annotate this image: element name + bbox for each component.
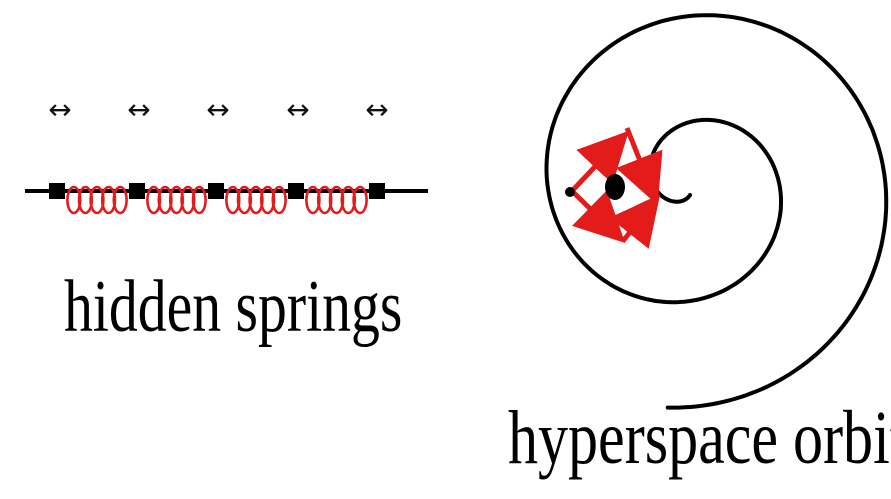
mass-block [49, 183, 65, 199]
orbit-point [565, 187, 575, 197]
springs-group [66, 185, 368, 215]
spring-coil [112, 185, 128, 215]
hidden-springs-caption: hidden springs [64, 266, 403, 348]
spiral-orbit [544, 13, 889, 410]
vector-arrow [616, 127, 663, 206]
double-arrow-icon: ↔ [286, 93, 310, 126]
hyperspace-orbit-caption: hyperspace orbit [508, 396, 891, 480]
spring-coil [191, 185, 207, 215]
vector-diamond [570, 127, 663, 249]
mass-block [208, 183, 224, 199]
double-arrow-icon: ↔ [48, 93, 72, 126]
masses-group [49, 183, 385, 199]
vector-arrow [609, 194, 661, 249]
double-arrow-icon: ↔ [127, 93, 151, 126]
mass-block [129, 183, 145, 199]
orbiting-mass [605, 174, 625, 200]
mass-block [288, 183, 304, 199]
double-arrow-icon: ↔ [206, 93, 230, 126]
vector-arrow [570, 130, 629, 193]
spring-coil [271, 185, 287, 215]
spring-coil [352, 185, 368, 215]
double-arrow-icon: ↔ [365, 93, 389, 126]
mass-block [369, 183, 385, 199]
